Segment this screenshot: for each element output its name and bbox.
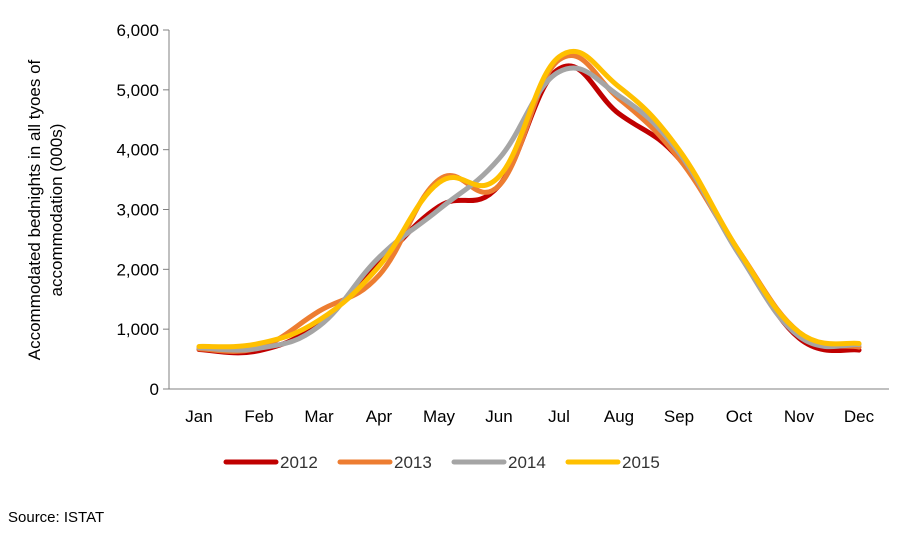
y-tick-label: 1,000 [116,320,159,339]
x-tick-label: Nov [784,407,815,426]
y-axis-label: Accommodated bednights in all tyoes of a… [25,59,66,360]
y-tick-label: 5,000 [116,81,159,100]
y-tick-label: 2,000 [116,260,159,279]
x-tick-label: Aug [604,407,634,426]
y-tick-label: 6,000 [116,21,159,40]
y-tick-label: 4,000 [116,141,159,160]
legend-label-2013: 2013 [394,453,432,472]
x-tick-label: Apr [366,407,393,426]
x-tick-label: Dec [844,407,875,426]
series-line-2015 [196,48,862,350]
y-tick-label: 0 [150,380,159,399]
axes: 0 1,000 2,000 3,000 4,000 5,000 6,000 Jan Feb Mar… [116,21,889,426]
x-tick-label: Sep [664,407,694,426]
x-tick-label: Oct [726,407,753,426]
x-tick-label: Jun [485,407,512,426]
x-tick-label: Jan [185,407,212,426]
y-tick-label: 3,000 [116,201,159,220]
series-layer [196,48,862,356]
legend-label-2014: 2014 [508,453,546,472]
x-tick-label: Feb [244,407,273,426]
legend-label-2015: 2015 [622,453,660,472]
x-tick-label: Mar [304,407,334,426]
y-axis-label-line-2: accommodation (000s) [47,124,66,297]
legend: 2012 2013 2014 2015 [223,453,660,472]
source-note: Source: ISTAT [8,509,105,526]
series-line-2013 [196,52,862,354]
x-tick-label: Jul [548,407,570,426]
y-axis-label-line-1: Accommodated bednights in all tyoes of [25,59,44,360]
x-tick-label: May [423,407,456,426]
legend-label-2012: 2012 [280,453,318,472]
